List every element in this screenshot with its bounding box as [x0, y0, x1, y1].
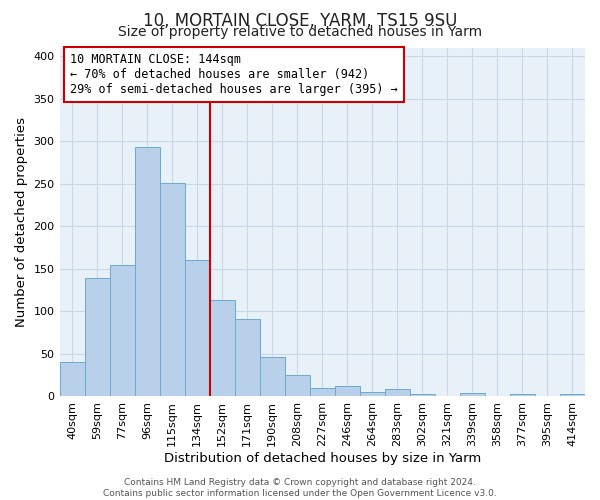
- Text: Size of property relative to detached houses in Yarm: Size of property relative to detached ho…: [118, 25, 482, 39]
- Bar: [560, 394, 585, 396]
- Bar: [59, 362, 85, 396]
- Bar: [385, 389, 410, 396]
- Bar: [410, 394, 435, 396]
- Bar: [134, 147, 160, 396]
- Bar: [260, 358, 285, 397]
- Text: 10, MORTAIN CLOSE, YARM, TS15 9SU: 10, MORTAIN CLOSE, YARM, TS15 9SU: [143, 12, 457, 30]
- Text: Contains HM Land Registry data © Crown copyright and database right 2024.
Contai: Contains HM Land Registry data © Crown c…: [103, 478, 497, 498]
- Bar: [310, 388, 335, 396]
- Bar: [85, 278, 110, 396]
- Text: 10 MORTAIN CLOSE: 144sqm
← 70% of detached houses are smaller (942)
29% of semi-: 10 MORTAIN CLOSE: 144sqm ← 70% of detach…: [70, 52, 398, 96]
- Bar: [235, 319, 260, 396]
- Y-axis label: Number of detached properties: Number of detached properties: [15, 117, 28, 327]
- Bar: [510, 394, 535, 396]
- Bar: [360, 392, 385, 396]
- Bar: [160, 183, 185, 396]
- Bar: [185, 260, 209, 396]
- Bar: [110, 264, 134, 396]
- Bar: [209, 300, 235, 396]
- X-axis label: Distribution of detached houses by size in Yarm: Distribution of detached houses by size …: [164, 452, 481, 465]
- Bar: [285, 375, 310, 396]
- Bar: [335, 386, 360, 396]
- Bar: [460, 393, 485, 396]
